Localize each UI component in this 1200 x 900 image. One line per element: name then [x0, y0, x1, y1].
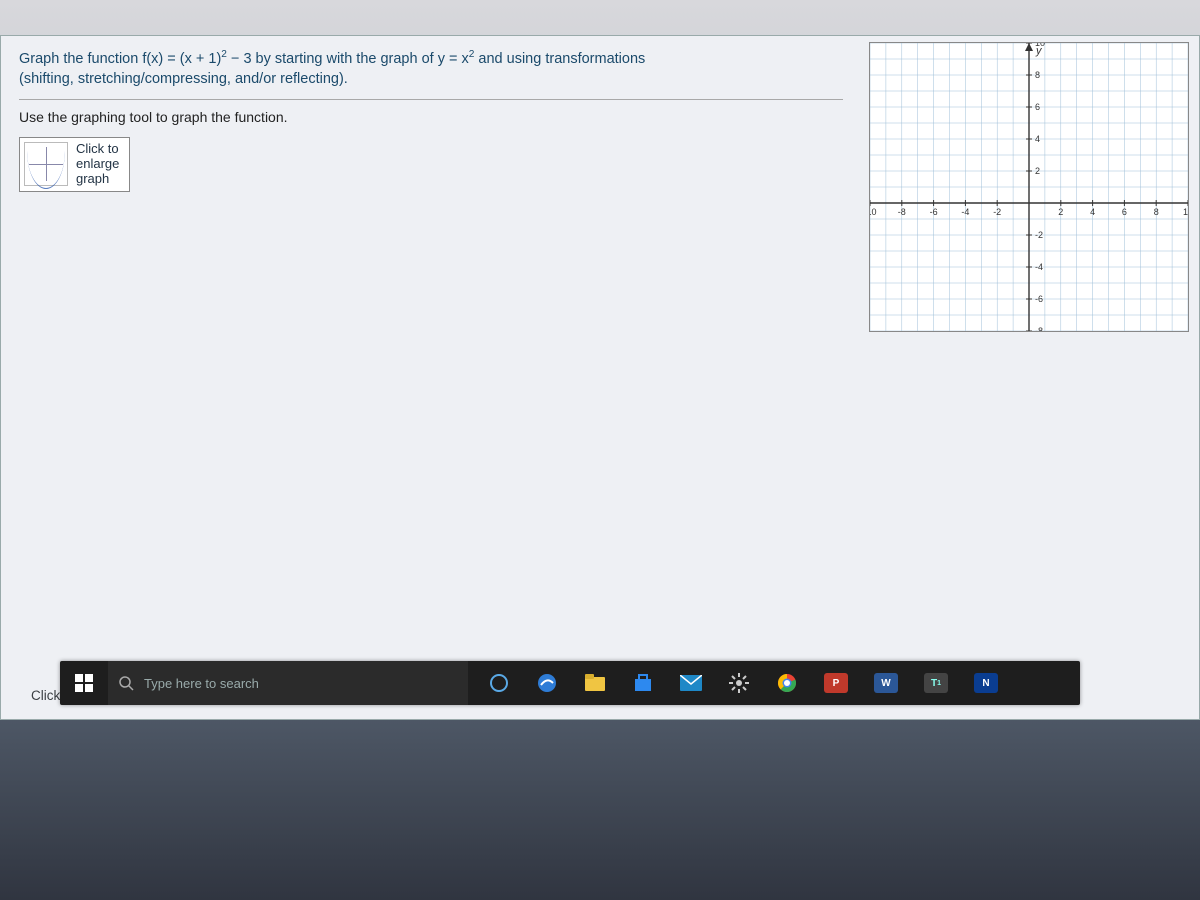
- svg-text:-2: -2: [993, 207, 1001, 217]
- svg-text:8: 8: [1154, 207, 1159, 217]
- app-panel: Graph the function f(x) = (x + 1) 2 − 3 b…: [0, 35, 1200, 720]
- windows-logo-icon: [75, 674, 93, 692]
- svg-text:4: 4: [1035, 134, 1040, 144]
- svg-text:-6: -6: [930, 207, 938, 217]
- svg-text:-2: -2: [1035, 230, 1043, 240]
- q-suffix: and using transformations: [474, 51, 645, 67]
- graph-thumbnail-icon: [24, 142, 68, 186]
- q-prefix: Graph the function f(x) = (x + 1): [19, 51, 221, 67]
- svg-text:8: 8: [1035, 70, 1040, 80]
- separator-1: [19, 99, 843, 100]
- svg-text:4: 4: [1090, 207, 1095, 217]
- question-area: Graph the function f(x) = (x + 1)2 − 3 b…: [1, 36, 869, 719]
- settings-icon[interactable]: [728, 672, 750, 694]
- svg-text:10: 10: [1035, 43, 1045, 48]
- svg-text:-8: -8: [1035, 326, 1043, 331]
- enlarge-line1: Click to: [76, 142, 119, 157]
- taskbar-tile-n[interactable]: N: [974, 673, 998, 693]
- taskbar-icons: P W T1 N: [468, 661, 998, 705]
- enlarge-line3: graph: [76, 172, 119, 187]
- q-mid: − 3 by starting with the graph of y = x: [227, 51, 469, 67]
- enlarge-line2: enlarge: [76, 157, 119, 172]
- search-placeholder: Type here to search: [144, 676, 259, 691]
- store-icon[interactable]: [632, 672, 654, 694]
- start-button[interactable]: [60, 661, 108, 705]
- search-icon: [118, 675, 134, 691]
- chrome-icon[interactable]: [776, 672, 798, 694]
- svg-text:2: 2: [1035, 166, 1040, 176]
- question-line-2: (shifting, stretching/compressing, and/o…: [19, 70, 851, 90]
- svg-text:-8: -8: [898, 207, 906, 217]
- mail-icon[interactable]: [680, 672, 702, 694]
- graphing-instruction: Use the graphing tool to graph the funct…: [19, 108, 851, 127]
- svg-text:-4: -4: [1035, 262, 1043, 272]
- taskbar-tile-p[interactable]: P: [824, 673, 848, 693]
- enlarge-graph-button[interactable]: Click to enlarge graph: [19, 137, 130, 192]
- svg-text:10: 10: [1183, 207, 1188, 217]
- svg-text:6: 6: [1035, 102, 1040, 112]
- file-explorer-icon[interactable]: [584, 672, 606, 694]
- svg-text:-4: -4: [961, 207, 969, 217]
- svg-text:2: 2: [1058, 207, 1063, 217]
- taskbar-search[interactable]: Type here to search: [108, 661, 468, 705]
- enlarge-text: Click to enlarge graph: [76, 142, 119, 187]
- taskbar-tile-t[interactable]: T1: [924, 673, 948, 693]
- svg-text:-6: -6: [1035, 294, 1043, 304]
- svg-text:-10: -10: [870, 207, 877, 217]
- taskbar-tile-w[interactable]: W: [874, 673, 898, 693]
- cortana-icon[interactable]: [488, 672, 510, 694]
- windows-taskbar: Type here to search P W T1 N: [60, 661, 1080, 705]
- svg-text:6: 6: [1122, 207, 1127, 217]
- edge-icon[interactable]: [536, 672, 558, 694]
- coordinate-graph[interactable]: y -10-8-6-4-2246810-8-6-4-2246810: [869, 42, 1189, 332]
- question-line-1: Graph the function f(x) = (x + 1)2 − 3 b…: [19, 50, 851, 70]
